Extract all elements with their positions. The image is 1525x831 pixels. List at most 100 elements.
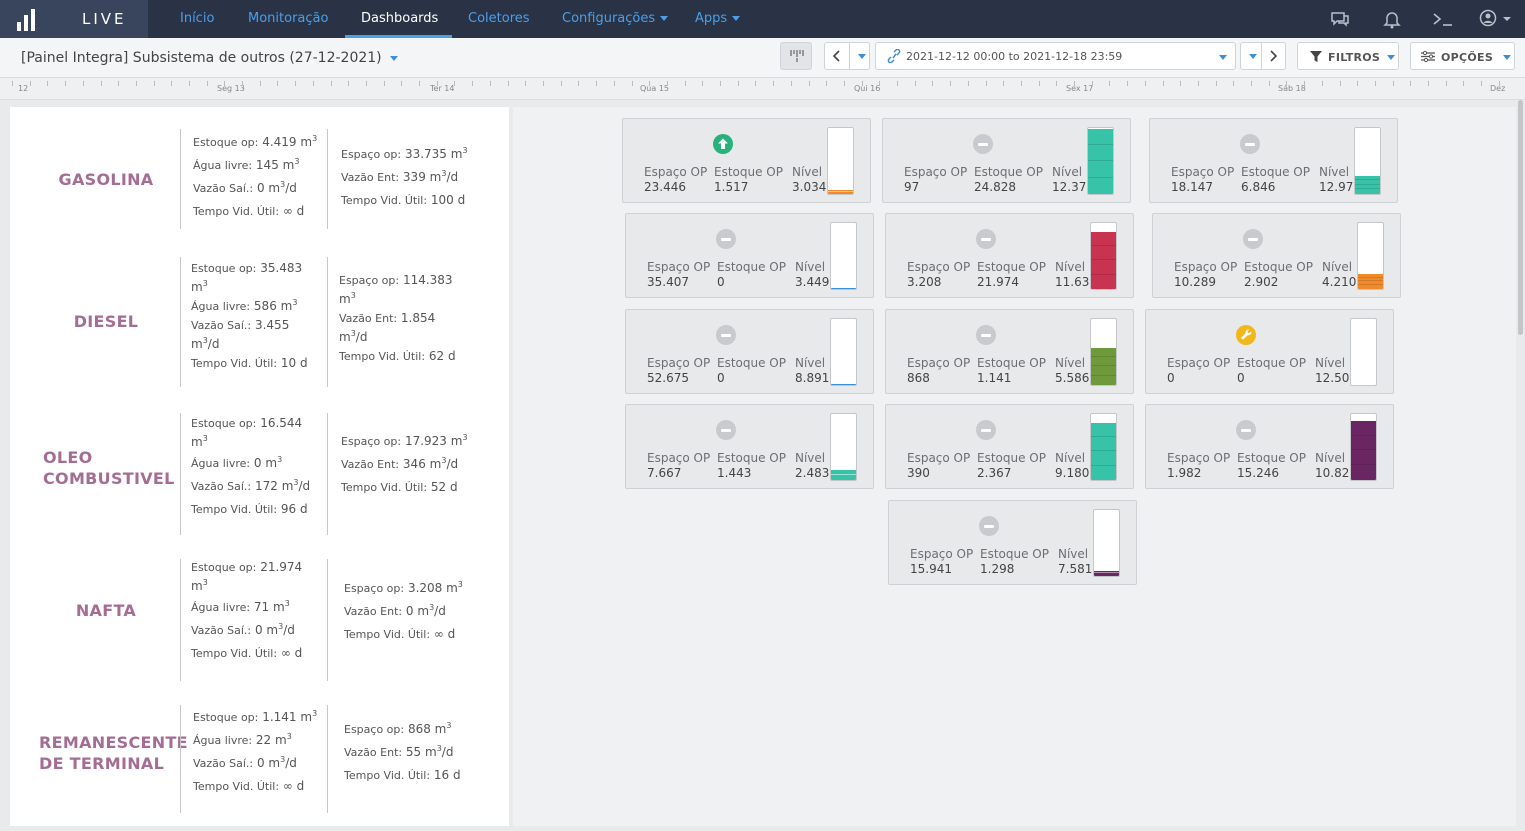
nav-item-apps[interactable]: Apps [695, 11, 741, 26]
tank-card[interactable]: Espaço OP Estoque OP Nível 18.147 6.846 12.97… [1149, 118, 1398, 203]
tank-card[interactable]: Espaço OP Estoque OP Nível 868 1.141 5.586 [885, 309, 1134, 394]
bell-icon[interactable] [1381, 9, 1403, 29]
espaco-op-label: Espaço OP [1167, 356, 1231, 370]
timeline-tick [667, 81, 668, 86]
timeline-tick [1092, 81, 1093, 86]
timeline-tick [1198, 81, 1199, 86]
estoque-op-label: Estoque OP [717, 451, 786, 465]
nav-item-coletores[interactable]: Coletores [468, 11, 530, 26]
previous-period-button[interactable] [824, 42, 870, 70]
minus-circle-icon [716, 325, 736, 345]
timeline-label: Sex 17 [1066, 84, 1094, 93]
espaco-op-value: 7.667 [647, 466, 682, 480]
estoque-op-label: Estoque OP [1241, 165, 1310, 179]
chevron-down-icon [1387, 55, 1395, 60]
timeline-tick [1180, 81, 1181, 86]
nav-item-inicio[interactable]: Início [180, 11, 215, 26]
nivel-value: 9.180 [1055, 466, 1090, 480]
timeline-tick [543, 81, 544, 86]
chat-icon[interactable] [1329, 9, 1351, 29]
espaco-op-label: Espaço OP [647, 260, 711, 274]
tank-fill-line [828, 191, 853, 192]
chevron-right-icon [1270, 50, 1278, 62]
timeline-tick [1340, 81, 1341, 86]
tank-fill-line [1091, 375, 1116, 376]
timeline-tick [1074, 81, 1075, 86]
filtros-button[interactable]: FILTROS [1297, 42, 1399, 70]
tank-card[interactable]: Espaço OP Estoque OP Nível 10.289 2.902 4.210 [1152, 213, 1401, 298]
estoque-op-label: Estoque OP [977, 356, 1046, 370]
timeline-toggle-button[interactable] [780, 42, 812, 70]
estoque-op-label: Estoque OP [714, 165, 783, 179]
tank-card[interactable]: Espaço OP Estoque OP Nível 0 0 12.500 [1145, 309, 1394, 394]
user-menu-icon[interactable] [1478, 9, 1514, 29]
timeline-tick [154, 81, 155, 86]
tank-fill-line [1091, 436, 1116, 437]
top-navbar: LIVE Início Monitoração Dashboards Colet… [0, 0, 1525, 38]
espaco-op-label: Espaço OP [907, 356, 971, 370]
product-stats-col2: Espaço op: 17.923 m3 Vazão Ent: 346 m3/d… [341, 433, 468, 495]
tank-fill-line [1091, 259, 1116, 260]
timeline-tick [702, 81, 703, 86]
tank-card[interactable]: Espaço OP Estoque OP Nível 1.982 15.246 10.82… [1145, 404, 1394, 489]
tank-fill-line [1091, 365, 1116, 366]
tank-fill-line [1094, 572, 1119, 573]
tank-fill [828, 190, 853, 194]
scrollbar-thumb[interactable] [1518, 100, 1523, 335]
estoque-op-label: Estoque OP [980, 547, 1049, 561]
dashboard-title[interactable]: [Painel Integra] Subsistema de outros (2… [21, 50, 398, 66]
tank-card[interactable]: Espaço OP Estoque OP Nível 23.446 1.517 3.034 [622, 118, 871, 203]
timeline-label: Sáb 18 [1278, 84, 1306, 93]
espaco-op-value: 18.147 [1171, 180, 1213, 194]
espaco-op-value: 0 [1167, 371, 1175, 385]
minus-circle-icon [1243, 229, 1263, 249]
espaco-op-value: 390 [907, 466, 930, 480]
nav-item-monitoracao[interactable]: Monitoração [248, 11, 329, 26]
product-name: REMANESCENTE DE TERMINAL [39, 733, 188, 773]
tank-fill-line [1088, 144, 1113, 145]
tank-fill-line [1355, 179, 1380, 180]
estoque-op-label: Estoque OP [717, 260, 786, 274]
tank-fill-line [1358, 284, 1383, 285]
wrench-icon [1236, 325, 1256, 345]
app-logo[interactable]: LIVE [0, 0, 148, 38]
estoque-op-label: Estoque OP [977, 260, 1046, 274]
timeline-tick [401, 81, 402, 86]
divider [180, 257, 181, 387]
timeline-tick [118, 81, 119, 86]
tank-level-gauge [1350, 413, 1377, 481]
tank-card[interactable]: Espaço OP Estoque OP Nível 97 24.828 12.378 [882, 118, 1131, 203]
tank-card[interactable]: Espaço OP Estoque OP Nível 15.941 1.298 7.581 [888, 500, 1137, 585]
tank-card[interactable]: Espaço OP Estoque OP Nível 7.667 1.443 2.483 [625, 404, 874, 489]
next-period-button[interactable] [1240, 42, 1286, 70]
nav-item-dashboards[interactable]: Dashboards [361, 11, 439, 26]
tank-card[interactable]: Espaço OP Estoque OP Nível 35.407 0 3.449 [625, 213, 874, 298]
date-range-picker[interactable]: 2021-12-12 00:00 to 2021-12-18 23:59 [875, 42, 1236, 70]
timeline-tick [1393, 81, 1394, 86]
tank-card[interactable]: Espaço OP Estoque OP Nível 3.208 21.974 11.63… [885, 213, 1134, 298]
nivel-label: Nível [792, 165, 823, 179]
tank-card[interactable]: Espaço OP Estoque OP Nível 390 2.367 9.180 [885, 404, 1134, 489]
estoque-op-label: Estoque OP [974, 165, 1043, 179]
product-block-diesel: DIESEL Estoque op: 35.483 m3 Água livre:… [10, 247, 509, 397]
chevron-down-icon [1249, 54, 1257, 59]
espaco-op-label: Espaço OP [907, 260, 971, 274]
tank-card[interactable]: Espaço OP Estoque OP Nível 52.675 0 8.891 [625, 309, 874, 394]
timeline-ruler[interactable]: 12 Seg 13 Ter 14 Qua 15 Qui 16 Sex 17 Sá… [0, 78, 1525, 100]
page-scrollbar[interactable] [1516, 100, 1525, 831]
nav-item-configuracoes[interactable]: Configurações [562, 11, 669, 26]
tank-level-gauge [830, 413, 857, 481]
nivel-value: 7.581 [1058, 562, 1093, 576]
espaco-op-value: 52.675 [647, 371, 689, 385]
tank-level-gauge [830, 222, 857, 290]
timeline-tick [1233, 81, 1234, 86]
estoque-op-value: 6.846 [1241, 180, 1276, 194]
opcoes-button[interactable]: OPÇÕES [1410, 42, 1515, 70]
timeline-tick [596, 81, 597, 86]
timeline-tick [260, 81, 261, 86]
espaco-op-label: Espaço OP [1167, 451, 1231, 465]
terminal-icon[interactable] [1431, 9, 1453, 29]
timeline-label: Dez [1490, 84, 1506, 93]
estoque-op-value: 1.141 [977, 371, 1012, 385]
tank-fill-line [1091, 274, 1116, 275]
